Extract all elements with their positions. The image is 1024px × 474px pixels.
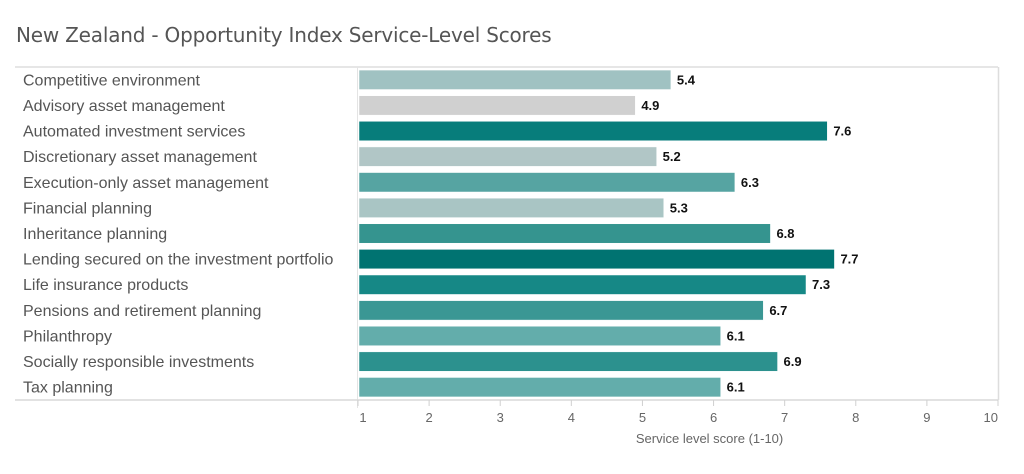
category-label: Discretionary asset management xyxy=(23,149,257,166)
value-label: 7.3 xyxy=(812,277,830,292)
value-label: 6.9 xyxy=(784,354,802,369)
bar[interactable] xyxy=(358,172,736,193)
value-label: 6.7 xyxy=(769,303,787,318)
bar[interactable] xyxy=(358,197,665,218)
x-tick-label: 7 xyxy=(781,410,788,425)
x-tick-label: 10 xyxy=(984,410,998,425)
value-label: 4.9 xyxy=(641,98,659,113)
x-tick-label: 1 xyxy=(359,410,366,425)
category-label: Execution-only asset management xyxy=(23,175,269,192)
value-labels-group: 5.4 4.9 7.6 5.2 6.3 5.3 6.8 7.7 7.3 6.7 6.1 6.9 6.1 xyxy=(641,72,858,394)
category-labels-group: Competitive environment Advisory asset ma… xyxy=(23,72,334,396)
value-label: 6.1 xyxy=(727,328,745,343)
x-tick-label: 9 xyxy=(923,410,930,425)
bar[interactable] xyxy=(358,95,636,116)
category-label: Inheritance planning xyxy=(23,226,167,243)
value-label: 7.6 xyxy=(833,124,851,139)
bar[interactable] xyxy=(358,377,721,398)
x-tick-label: 3 xyxy=(497,410,504,425)
bar[interactable] xyxy=(358,223,771,244)
value-label: 6.8 xyxy=(776,226,794,241)
category-label: Socially responsible investments xyxy=(23,354,254,371)
bar[interactable] xyxy=(358,351,778,372)
x-tick-label: 2 xyxy=(425,410,432,425)
x-axis: 1 2 3 4 5 6 7 8 9 10 xyxy=(357,400,999,425)
value-label: 5.4 xyxy=(677,72,696,87)
bar[interactable] xyxy=(358,69,672,90)
x-tick-label: 6 xyxy=(710,410,717,425)
chart-title: New Zealand - Opportunity Index Service-… xyxy=(16,23,552,47)
category-label: Financial planning xyxy=(23,200,152,217)
x-axis-title: Service level score (1-10) xyxy=(636,431,783,446)
x-tick-label: 4 xyxy=(568,410,575,425)
value-label: 5.2 xyxy=(663,149,681,164)
plot-frame xyxy=(15,66,1000,408)
category-label: Lending secured on the investment portfo… xyxy=(23,252,334,269)
bar[interactable] xyxy=(358,274,807,295)
bar[interactable] xyxy=(358,300,764,321)
category-label: Advisory asset management xyxy=(23,98,225,115)
category-label: Tax planning xyxy=(23,380,113,397)
x-tick-label: 5 xyxy=(639,410,646,425)
category-label: Competitive environment xyxy=(23,72,201,89)
value-label: 7.7 xyxy=(840,252,858,267)
bar[interactable] xyxy=(358,146,657,167)
value-label: 6.3 xyxy=(741,175,759,190)
value-label: 5.3 xyxy=(670,200,688,215)
bar[interactable] xyxy=(358,249,835,270)
bar[interactable] xyxy=(358,121,828,142)
value-label: 6.1 xyxy=(727,380,745,395)
category-label: Pensions and retirement planning xyxy=(23,303,261,320)
category-label: Automated investment services xyxy=(23,124,245,141)
x-tick-label: 8 xyxy=(852,410,859,425)
bars-group xyxy=(358,69,835,398)
category-label: Life insurance products xyxy=(23,277,188,294)
category-label: Philanthropy xyxy=(23,328,112,345)
bar[interactable] xyxy=(358,325,721,346)
